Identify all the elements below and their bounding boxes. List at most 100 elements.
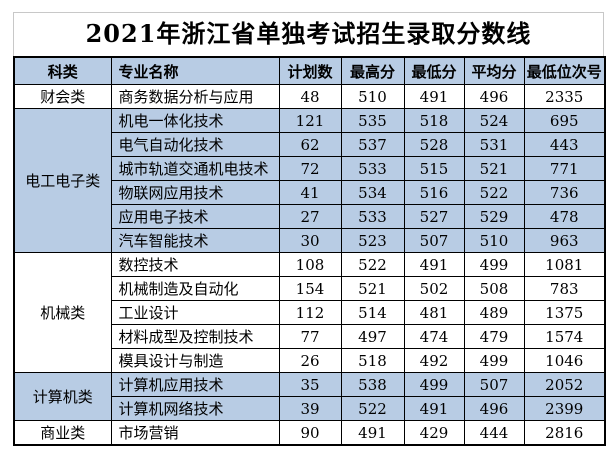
avg-score-cell: 507	[463, 372, 525, 397]
major-cell: 工业设计	[110, 300, 280, 325]
min-score-cell: 491	[403, 84, 465, 109]
min-score-cell: 491	[403, 252, 465, 277]
plan-count-cell: 90	[278, 420, 342, 446]
plan-count-cell: 27	[278, 204, 342, 229]
min-rank-cell: 963	[523, 228, 606, 253]
min-score-cell: 492	[403, 348, 465, 373]
min-rank-cell: 1574	[523, 324, 606, 349]
plan-count-cell: 35	[278, 372, 342, 397]
max-score-cell: 533	[340, 204, 405, 229]
category-cell: 财会类	[13, 84, 112, 109]
column-header-plan: 计划数	[278, 56, 342, 85]
min-score-cell: 518	[403, 108, 465, 133]
avg-score-cell: 499	[463, 252, 525, 277]
avg-score-cell: 522	[463, 180, 525, 205]
table-row: 工业设计 112 514 481 489 1375	[14, 300, 606, 325]
column-header-minrank: 最低位次号	[523, 56, 606, 85]
avg-score-cell: 508	[463, 276, 525, 301]
plan-count-cell: 121	[278, 108, 342, 133]
major-cell: 市场营销	[110, 420, 280, 446]
plan-count-cell: 26	[278, 348, 342, 373]
avg-score-cell: 529	[463, 204, 525, 229]
max-score-cell: 510	[340, 84, 405, 109]
table-row: 计算机网络技术 39 522 491 496 2399	[14, 396, 606, 421]
max-score-cell: 522	[340, 396, 405, 421]
min-score-cell: 515	[403, 156, 465, 181]
column-header-max: 最高分	[340, 56, 405, 85]
min-score-cell: 491	[403, 396, 465, 421]
major-cell: 电气自动化技术	[110, 132, 280, 157]
min-rank-cell: 2816	[523, 420, 606, 446]
table-row: 机械类 数控技术 108 522 491 499 1081	[13, 252, 606, 373]
plan-count-cell: 39	[278, 396, 342, 421]
plan-count-cell: 72	[278, 156, 342, 181]
plan-count-cell: 62	[278, 132, 342, 157]
min-rank-cell: 2052	[523, 372, 606, 397]
min-rank-cell: 1081	[523, 252, 606, 277]
table-body: 财会类 商务数据分析与应用 48 510 491 496 2335 电工电子类 机电一体化技术 1…	[13, 84, 606, 446]
avg-score-cell: 499	[463, 348, 525, 373]
column-header-major: 专业名称	[110, 56, 280, 85]
avg-score-cell: 496	[463, 84, 525, 109]
table-row: 城市轨道交通机电技术 72 533 515 521 771	[14, 156, 606, 181]
min-score-cell: 527	[403, 204, 465, 229]
min-score-cell: 474	[403, 324, 465, 349]
max-score-cell: 522	[340, 252, 405, 277]
max-score-cell: 538	[340, 372, 405, 397]
table-row: 汽车智能技术 30 523 507 510 963	[14, 228, 606, 253]
min-score-cell: 499	[403, 372, 465, 397]
major-cell: 机电一体化技术	[110, 108, 280, 133]
plan-count-cell: 77	[278, 324, 342, 349]
min-rank-cell: 771	[523, 156, 606, 181]
table-row: 模具设计与制造 26 518 492 499 1046	[14, 348, 606, 373]
avg-score-cell: 444	[463, 420, 525, 446]
major-cell: 物联网应用技术	[110, 180, 280, 205]
table-title: 2021年浙江省单独考试招生录取分数线	[13, 12, 604, 56]
min-rank-cell: 443	[523, 132, 606, 157]
min-rank-cell: 2399	[523, 396, 606, 421]
category-cell: 电工电子类	[13, 108, 112, 253]
major-cell: 数控技术	[110, 252, 280, 277]
max-score-cell: 491	[340, 420, 405, 446]
avg-score-cell: 479	[463, 324, 525, 349]
table-row: 应用电子技术 27 533 527 529 478	[14, 204, 606, 229]
avg-score-cell: 521	[463, 156, 525, 181]
min-score-cell: 429	[403, 420, 465, 446]
score-grid: 科类 专业名称 计划数 最高分 最低分 平均分 最低位次号 财会类 商务数据分析与应用 48 51…	[13, 56, 606, 446]
min-score-cell: 502	[403, 276, 465, 301]
min-rank-cell: 1375	[523, 300, 606, 325]
major-cell: 机械制造及自动化	[110, 276, 280, 301]
min-rank-cell: 1046	[523, 348, 606, 373]
min-rank-cell: 478	[523, 204, 606, 229]
plan-count-cell: 154	[278, 276, 342, 301]
plan-count-cell: 112	[278, 300, 342, 325]
max-score-cell: 537	[340, 132, 405, 157]
category-cell: 计算机类	[13, 372, 112, 421]
plan-count-cell: 48	[278, 84, 342, 109]
min-rank-cell: 2335	[523, 84, 606, 109]
avg-score-cell: 496	[463, 396, 525, 421]
major-cell: 模具设计与制造	[110, 348, 280, 373]
header-row: 科类 专业名称 计划数 最高分 最低分 平均分 最低位次号	[13, 56, 606, 85]
table-row: 机械制造及自动化 154 521 502 508 783	[14, 276, 606, 301]
max-score-cell: 535	[340, 108, 405, 133]
avg-score-cell: 510	[463, 228, 525, 253]
min-score-cell: 528	[403, 132, 465, 157]
plan-count-cell: 108	[278, 252, 342, 277]
max-score-cell: 514	[340, 300, 405, 325]
min-score-cell: 516	[403, 180, 465, 205]
table-row: 物联网应用技术 41 534 516 522 736	[14, 180, 606, 205]
plan-count-cell: 41	[278, 180, 342, 205]
max-score-cell: 518	[340, 348, 405, 373]
min-rank-cell: 783	[523, 276, 606, 301]
avg-score-cell: 489	[463, 300, 525, 325]
table-row: 电工电子类 机电一体化技术 121 535 518 524 695	[13, 108, 606, 253]
max-score-cell: 533	[340, 156, 405, 181]
min-rank-cell: 736	[523, 180, 606, 205]
major-cell: 计算机网络技术	[110, 396, 280, 421]
score-table: 2021年浙江省单独考试招生录取分数线 科类 专业名称 计划数 最高分 最低分 平均分 最低…	[13, 12, 606, 446]
major-cell: 汽车智能技术	[110, 228, 280, 253]
max-score-cell: 534	[340, 180, 405, 205]
major-cell: 城市轨道交通机电技术	[110, 156, 280, 181]
